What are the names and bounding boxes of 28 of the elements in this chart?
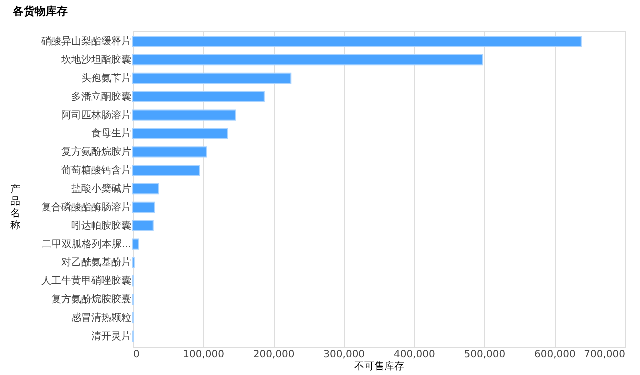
y-tick-label: 食母生片 xyxy=(92,128,132,140)
y-tick-label: 坎地沙坦酯胶囊 xyxy=(60,54,132,66)
y-tick-label: 清开灵片 xyxy=(92,330,132,342)
x-tick-label: 400,000 xyxy=(394,350,436,360)
x-tick-label: 0 xyxy=(134,350,140,360)
y-tick-label: 复方氨酚烷胺片 xyxy=(62,146,132,158)
y-tick-label: 对乙酰氨基酚片 xyxy=(62,256,132,269)
x-tick-label: 300,000 xyxy=(324,350,366,360)
x-tick-label: 500,000 xyxy=(464,350,506,360)
y-tick-label: 二甲双胍格列本脲... xyxy=(42,238,132,250)
y-tick-label: 人工牛黄甲硝唑胶囊 xyxy=(42,275,132,288)
y-tick-label: 吲达帕胺胶囊 xyxy=(72,220,132,232)
y-tick-label: 葡萄糖酸钙含片 xyxy=(62,164,132,177)
y-tick-label: 阿司匹林肠溶片 xyxy=(62,109,132,122)
y-tick-label: 复方氨酚烷胺胶囊 xyxy=(52,294,132,306)
x-axis-title: 不可售库存 xyxy=(354,360,404,372)
y-tick-label: 盐酸小檗碱片 xyxy=(72,183,132,195)
x-tick-label: 100,000 xyxy=(183,350,224,360)
y-tick-label: 多潘立酮胶囊 xyxy=(72,90,132,103)
y-tick-label: 头孢氨苄片 xyxy=(82,72,132,84)
y-axis-title: 产品名称 xyxy=(10,184,20,232)
y-tick-label: 复合磷酸酯酶肠溶片 xyxy=(42,201,132,214)
x-tick-label: 200,000 xyxy=(253,350,295,360)
y-tick-label: 硝酸异山梨酯缓释片 xyxy=(40,36,132,48)
y-tick-label: 感冒清热颗粒 xyxy=(72,312,132,324)
text: 各货物库存 xyxy=(12,5,68,18)
x-tick-label: 600,000 xyxy=(534,350,576,360)
x-tick-label: 700,000 xyxy=(584,350,626,360)
